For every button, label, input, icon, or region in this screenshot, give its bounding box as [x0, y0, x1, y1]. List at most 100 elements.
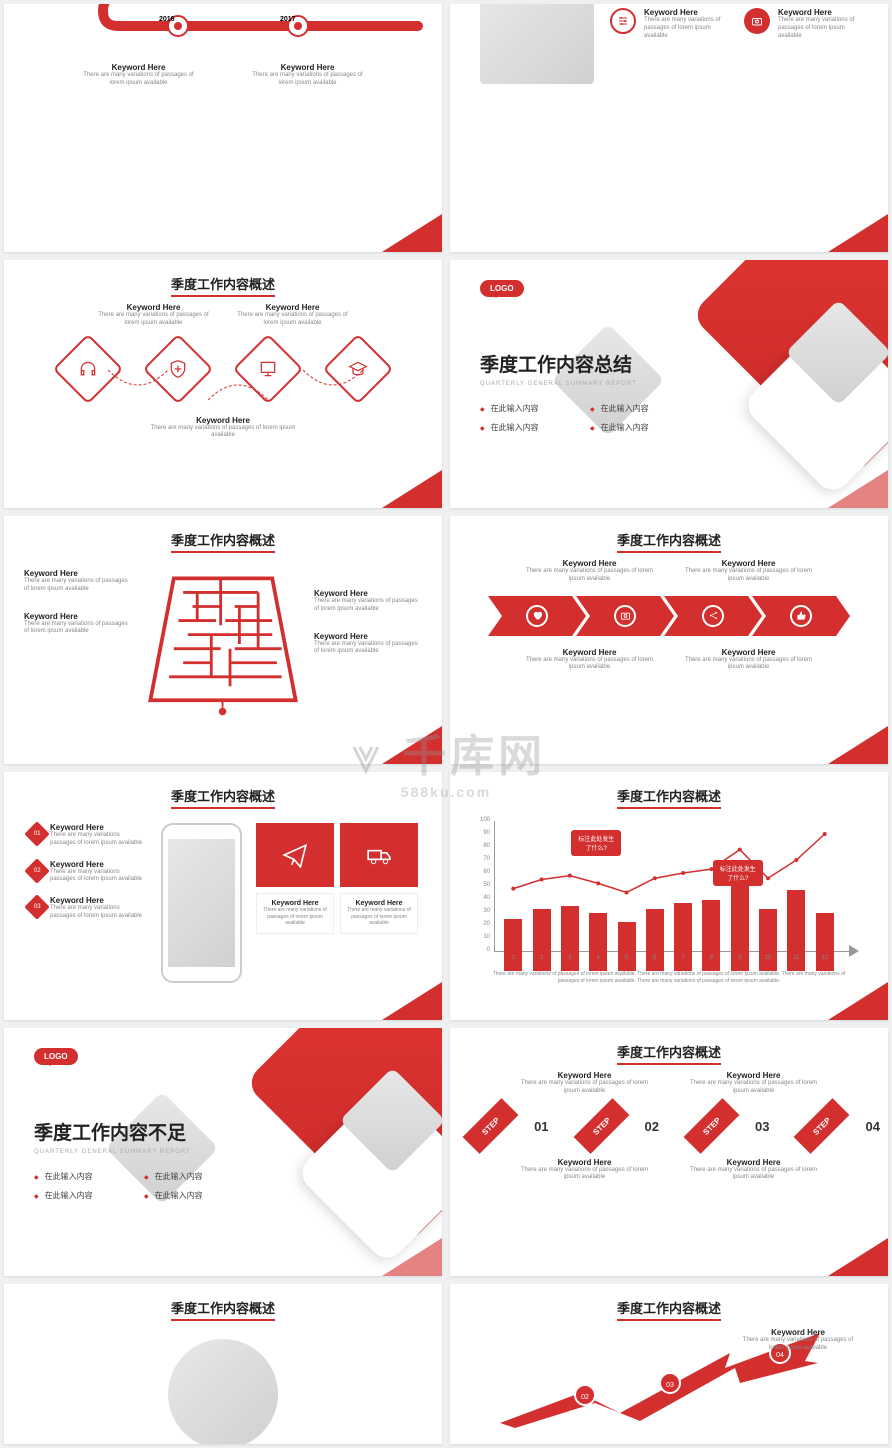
slide-title: 季度工作内容概述 — [171, 274, 275, 297]
y-tick: 20 — [474, 921, 490, 927]
phone-mockup — [161, 823, 242, 983]
y-tick: 30 — [474, 908, 490, 914]
kw-block: Keyword HereThere are many variations of… — [314, 632, 422, 657]
slide-arrow-process: 季度工作内容概述 Keyword HereThere are many vari… — [450, 516, 888, 764]
step-item: STEP04 — [789, 1102, 879, 1152]
slide-photo-kw: Keyword HereThere are many variations of… — [450, 4, 888, 252]
timeline-item: Keyword Here There are many variations o… — [248, 63, 368, 88]
section-title: 季度工作内容总结 — [480, 350, 680, 377]
bullet: 在此输入内容 — [480, 403, 570, 414]
slide-title: 季度工作内容概述 — [617, 1298, 721, 1321]
kw-block: Keyword HereThere are many variations of… — [738, 1328, 858, 1353]
bullet: 在此输入内容 — [590, 422, 680, 433]
kw-block: Keyword HereThere are many variations of… — [24, 569, 132, 594]
card-kw: Keyword HereThere are many variations of… — [256, 893, 334, 934]
bullet: 在此输入内容 — [480, 422, 570, 433]
slide-bar-chart: 季度工作内容概述 0102030405060708090100123456789… — [450, 772, 888, 1020]
arrow-step — [590, 596, 660, 636]
arrow-step — [766, 596, 836, 636]
logo-badge: LOGO — [480, 280, 524, 297]
x-tick: 2 — [533, 955, 551, 961]
y-tick: 90 — [474, 830, 490, 836]
sliders-icon — [617, 15, 629, 27]
y-tick: 70 — [474, 856, 490, 862]
logo-badge: LOGO — [34, 1048, 78, 1065]
slide-growth-arrow: 季度工作内容概述 Keyword HereThere are many vari… — [450, 1284, 888, 1444]
timeline-item: Keyword Here There are many variations o… — [79, 63, 199, 88]
list-item: 03Keyword HereThere are many variations … — [28, 896, 147, 921]
kw-block: Keyword HereThere are many variations of… — [24, 612, 132, 637]
truck-icon — [366, 842, 392, 868]
thumbs-up-icon — [796, 610, 807, 621]
kw-block: Keyword HereThere are many variations of… — [314, 589, 422, 614]
x-tick: 11 — [787, 955, 805, 961]
x-tick: 5 — [618, 955, 636, 961]
slide-title: 季度工作内容概述 — [617, 530, 721, 553]
kw-block: Keyword HereThere are many variations of… — [94, 303, 214, 328]
slide-phone-cards: 季度工作内容概述 01Keyword HereThere are many va… — [4, 772, 442, 1020]
slide-timeline: 2016 2017 Keyword Here There are many va… — [4, 4, 442, 252]
card-icon — [256, 823, 334, 887]
step-item: STEP02 — [569, 1102, 659, 1152]
x-tick: 8 — [702, 955, 720, 961]
kw-block: Keyword Here There are many variations o… — [4, 416, 442, 441]
x-tick: 4 — [589, 955, 607, 961]
bullet: 在此输入内容 — [144, 1171, 234, 1182]
kw-block: Keyword HereThere are many variations of… — [744, 8, 858, 84]
slide-section-shortage: LOGO 季度工作内容不足 QUARTERLY GENERAL SUMMARY … — [4, 1028, 442, 1276]
y-tick: 10 — [474, 934, 490, 940]
bar-chart: 0102030405060708090100123456789101112标注此… — [494, 821, 858, 971]
camera-icon — [751, 15, 763, 27]
bullet: 在此输入内容 — [34, 1171, 124, 1182]
list-item: 02Keyword HereThere are many variations … — [28, 860, 147, 885]
y-tick: 0 — [474, 947, 490, 953]
chart-footer: There are many variations of passages of… — [450, 971, 888, 984]
image-placeholder — [480, 4, 594, 84]
x-tick: 3 — [561, 955, 579, 961]
image-placeholder — [168, 1339, 278, 1444]
kw-block: Keyword HereThere are many variations of… — [684, 559, 814, 584]
y-tick: 50 — [474, 882, 490, 888]
slide-diamonds: 季度工作内容概述 Keyword HereThere are many vari… — [4, 260, 442, 508]
x-tick: 1 — [504, 955, 522, 961]
kw-block: Keyword HereThere are many variations of… — [689, 1071, 819, 1096]
svg-text:04: 04 — [776, 1352, 784, 1359]
heart-icon — [532, 610, 543, 621]
x-tick: 10 — [759, 955, 777, 961]
bullet: 在此输入内容 — [34, 1190, 124, 1201]
section-subtitle: QUARTERLY GENERAL SUMMARY REPORT — [480, 381, 680, 387]
year-2017: 2017 — [280, 16, 296, 23]
kw-block: Keyword HereThere are many variations of… — [525, 559, 655, 584]
step-item: STEP01 — [458, 1102, 548, 1152]
arrow-step — [678, 596, 748, 636]
slide-title: 季度工作内容概述 — [617, 786, 721, 809]
kw-block: Keyword HereThere are many variations of… — [525, 648, 655, 673]
kw-block: Keyword HereThere are many variations of… — [689, 1158, 819, 1183]
list-item: 01Keyword HereThere are many variations … — [28, 823, 147, 848]
y-tick: 100 — [474, 817, 490, 823]
card-icon — [340, 823, 418, 887]
slide-title: 季度工作内容概述 — [171, 1298, 275, 1321]
slide-maze: 季度工作内容概述 Keyword HereThere are many vari… — [4, 516, 442, 764]
kw-block: Keyword HereThere are many variations of… — [233, 303, 353, 328]
kw-block: Keyword HereThere are many variations of… — [610, 8, 724, 84]
section-title: 季度工作内容不足 — [34, 1118, 234, 1145]
x-tick: 9 — [731, 955, 749, 961]
svg-text:03: 03 — [666, 1382, 674, 1389]
x-tick: 6 — [646, 955, 664, 961]
section-subtitle: QUARTERLY GENERAL SUMMARY REPORT — [34, 1149, 234, 1155]
slide-title: 季度工作内容概述 — [617, 1042, 721, 1065]
bullet: 在此输入内容 — [590, 403, 680, 414]
kw-block: Keyword HereThere are many variations of… — [520, 1071, 650, 1096]
chart-callout: 标注此处发生了什么? — [571, 830, 621, 856]
slide-title: 季度工作内容概述 — [171, 786, 275, 809]
paper-plane-icon — [282, 842, 308, 868]
slide-circle-photo: 季度工作内容概述 — [4, 1284, 442, 1444]
card-kw: Keyword HereThere are many variations of… — [340, 893, 418, 934]
kw-block: Keyword HereThere are many variations of… — [520, 1158, 650, 1183]
slide-title: 季度工作内容概述 — [171, 530, 275, 553]
x-tick: 12 — [816, 955, 834, 961]
kw-block: Keyword HereThere are many variations of… — [684, 648, 814, 673]
y-tick: 80 — [474, 843, 490, 849]
arrow-step — [502, 596, 572, 636]
